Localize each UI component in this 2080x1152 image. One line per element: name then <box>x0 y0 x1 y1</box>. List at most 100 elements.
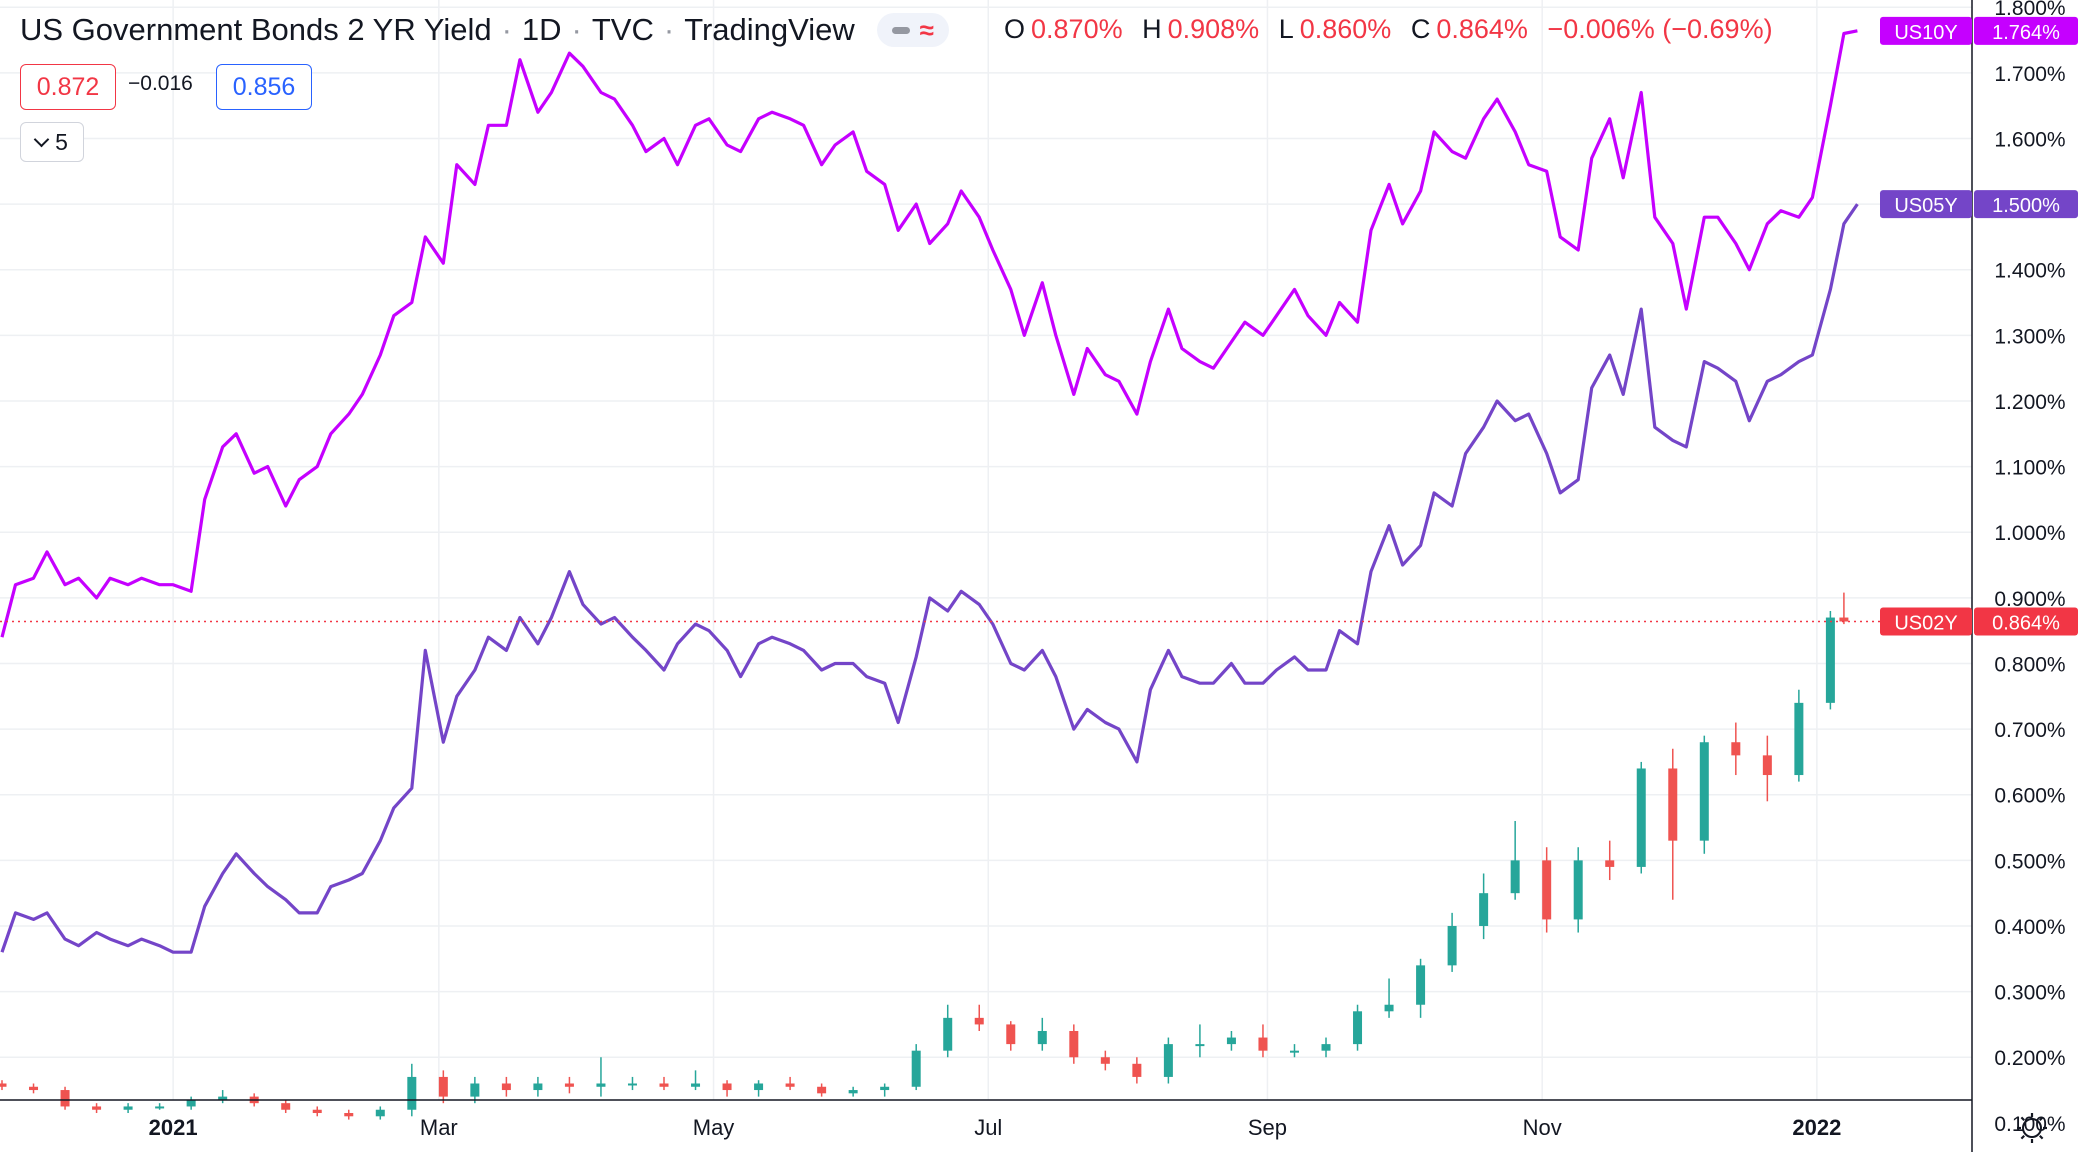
candle <box>1839 592 1849 625</box>
series-us05y <box>0 203 1859 954</box>
candle <box>1163 1037 1173 1084</box>
candle-body <box>754 1083 764 1091</box>
symbol-title[interactable]: US Government Bonds 2 YR Yield <box>20 12 492 47</box>
candle <box>1605 840 1615 881</box>
candle <box>1069 1024 1079 1064</box>
candle <box>1132 1057 1142 1084</box>
series-name-tag <box>1880 16 1972 45</box>
exchange-label: TVC <box>591 12 654 47</box>
candle-body <box>0 1083 7 1087</box>
indicators-toggle[interactable]: 5 <box>20 122 84 162</box>
candle <box>754 1080 764 1097</box>
candle <box>1510 820 1520 900</box>
candle-body <box>785 1083 795 1087</box>
candle <box>817 1083 827 1097</box>
y-tick-label: 1.400% <box>1994 260 2065 283</box>
line-us05y <box>0 203 1859 954</box>
candle-body <box>312 1109 322 1114</box>
candle-body <box>29 1086 39 1091</box>
candle <box>1289 1044 1299 1058</box>
candle-body <box>218 1096 228 1100</box>
candle <box>281 1099 291 1114</box>
candle-body <box>375 1109 385 1117</box>
candle-body <box>1510 860 1520 894</box>
ohlc-readout: O 0.870% H 0.908% L 0.860% C 0.864% −0.006% … <box>1004 14 1779 45</box>
candle-body <box>1573 860 1583 920</box>
candle-body <box>1100 1057 1110 1064</box>
candle-body <box>1605 860 1615 867</box>
settings-icon[interactable] <box>2017 1113 2047 1143</box>
candle <box>943 1004 953 1058</box>
candle-body <box>501 1083 511 1091</box>
candle-body <box>1384 1004 1394 1012</box>
candle <box>312 1106 322 1117</box>
candle <box>848 1086 858 1097</box>
candle-body <box>659 1083 669 1087</box>
candle-body <box>943 1017 953 1051</box>
candle <box>60 1086 70 1110</box>
x-tick-label: 2022 <box>1792 1115 1841 1140</box>
open-value: 0.870% <box>1031 14 1123 44</box>
candle <box>407 1063 417 1117</box>
candle <box>596 1057 606 1097</box>
candle <box>691 1070 701 1091</box>
y-tick-label: 0.100% <box>1994 1113 2065 1136</box>
candle <box>1416 958 1426 1018</box>
y-tick-label: 1.300% <box>1994 325 2065 348</box>
spread-value: −0.016 <box>128 72 193 95</box>
candle <box>1699 735 1709 854</box>
candle-body <box>627 1083 637 1086</box>
candle <box>1636 761 1646 874</box>
last-value-label: 1.500% <box>1992 195 2060 217</box>
chart-grid <box>0 0 1972 1100</box>
y-tick-label: 1.600% <box>1994 128 2065 151</box>
x-tick-label: Mar <box>420 1115 458 1140</box>
separator-dot: · <box>571 12 582 47</box>
candle-body <box>1226 1037 1236 1045</box>
candle <box>0 1080 7 1091</box>
candle <box>1226 1030 1236 1051</box>
interval-label[interactable]: 1D <box>521 12 562 47</box>
candle-body <box>533 1083 543 1091</box>
candle <box>1195 1024 1205 1058</box>
candle-body <box>438 1076 448 1097</box>
sell-button[interactable]: 0.872 <box>20 64 116 110</box>
buy-button[interactable]: 0.856 <box>216 64 312 110</box>
last-value-label: 1.764% <box>1992 22 2060 44</box>
candle-body <box>1069 1030 1079 1058</box>
y-tick-label: 0.900% <box>1994 588 2065 611</box>
series-name-label: US05Y <box>1894 195 1957 217</box>
last-value-tag <box>1974 607 2078 636</box>
last-value-tag <box>1974 16 2078 45</box>
candle-body <box>817 1086 827 1094</box>
y-tick-label: 0.200% <box>1994 1047 2065 1070</box>
candle <box>123 1103 133 1114</box>
candle-body <box>1163 1044 1173 1077</box>
gear-body <box>2022 1118 2042 1138</box>
candle-body <box>1037 1030 1047 1045</box>
x-tick-label: May <box>693 1115 735 1140</box>
candle-body <box>880 1086 890 1091</box>
separator-dot: · <box>663 12 675 47</box>
candle-body <box>1132 1063 1142 1077</box>
candle-body <box>1321 1044 1331 1051</box>
candle <box>1542 847 1552 933</box>
candle <box>218 1090 228 1104</box>
chevron-down-icon <box>33 131 50 147</box>
candle-body <box>596 1083 606 1087</box>
candle-body <box>1668 768 1678 841</box>
x-tick-label: Sep <box>1248 1115 1287 1140</box>
candle-body <box>155 1106 165 1109</box>
price-labels: US10Y 1.764% US05Y 1.500% US02Y 0.864% <box>1880 16 2078 636</box>
candle <box>1731 722 1741 776</box>
separator-dot: · <box>501 12 512 47</box>
low-value: 0.860% <box>1299 14 1392 44</box>
candle <box>470 1076 480 1104</box>
candle-body <box>1762 755 1772 776</box>
candle <box>564 1076 574 1094</box>
candle-body <box>974 1017 984 1025</box>
candle <box>186 1096 196 1110</box>
compare-toggle[interactable]: ≈ <box>876 13 949 47</box>
y-tick-label: 0.700% <box>1994 719 2065 742</box>
